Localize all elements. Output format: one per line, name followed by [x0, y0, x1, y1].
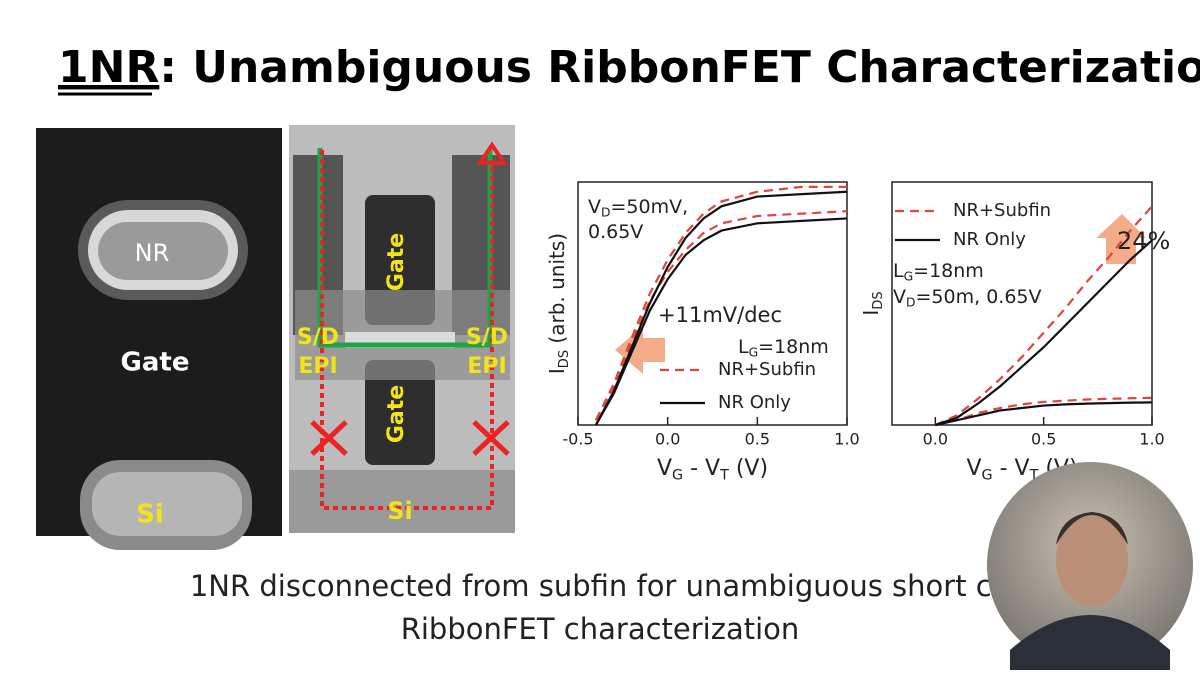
text-part: D: [906, 295, 916, 309]
plot-frame: [577, 181, 848, 426]
text-part: - V: [993, 456, 1030, 481]
image-label: Gate: [384, 385, 409, 443]
charts: -0.5 0.0 0.5 1.0VG - VT (V)IDS (arb. units)…: [545, 181, 1170, 484]
text-part: I: [859, 310, 883, 316]
rich-text: IDS (arb. units): [545, 233, 572, 374]
text-part: T: [719, 468, 729, 484]
text-part: =18nm: [758, 336, 829, 358]
x-tick-label: 0.0: [655, 430, 680, 449]
image-label: S/D: [297, 325, 339, 350]
text-part: I: [545, 368, 569, 374]
text-part: V: [657, 456, 672, 481]
x-tick-label: 1.0: [834, 430, 859, 449]
x-tick-label: 0.5: [745, 430, 770, 449]
text-part: D: [601, 205, 611, 219]
curve: [935, 401, 1153, 427]
text-part: =18nm: [913, 260, 984, 282]
text-part: DS: [871, 291, 886, 309]
rich-text: VD=50m, 0.65V: [893, 286, 1042, 310]
arrow: [615, 326, 665, 374]
image-label: Si: [136, 500, 164, 530]
rich-text: VG - VT (V): [657, 456, 768, 484]
curve: [934, 205, 1153, 427]
image-label: EPI: [298, 354, 337, 379]
rich-text: 0.65V: [588, 221, 643, 243]
image-label: Si: [387, 497, 413, 525]
text-part: (V): [729, 456, 768, 481]
rich-text: LG=18nm: [738, 336, 829, 360]
title: 1NR: Unambiguous RibbonFET Characterizat…: [58, 42, 1200, 93]
text-part: G: [672, 468, 683, 484]
text-part: G: [904, 269, 914, 283]
webcam: [987, 462, 1193, 670]
text-part: V: [588, 196, 601, 218]
text-part: L: [893, 260, 904, 282]
text-part: V: [966, 456, 981, 481]
text-part: V: [893, 286, 906, 308]
text-part: T: [1029, 468, 1039, 484]
text-part: DS: [557, 350, 572, 368]
tem-left: [36, 128, 282, 550]
caption: 1NR disconnected from subfin for unambig…: [190, 569, 1010, 603]
caption: RibbonFET characterization: [401, 612, 800, 646]
image-label: S/D: [466, 325, 508, 350]
text-part: 0.65V: [588, 221, 643, 243]
curve: [594, 190, 848, 426]
legend-label: NR+Subfin: [718, 359, 816, 380]
rich-text: 24%: [1117, 227, 1170, 255]
rich-text: VD=50mV,: [588, 196, 688, 220]
title-rest: : Unambiguous RibbonFET Characterization: [159, 42, 1200, 93]
legend-label: NR Only: [718, 392, 791, 413]
image-label: Gate: [121, 348, 190, 378]
text-part: L: [738, 336, 749, 358]
text-part: G: [982, 468, 993, 484]
x-tick-label: 0.0: [923, 430, 948, 449]
plot-frame: [891, 181, 1153, 426]
curve: [594, 210, 848, 421]
curve: [594, 185, 847, 421]
text-part: =50m, 0.65V: [916, 286, 1042, 308]
image-label: EPI: [467, 354, 506, 379]
curve: [934, 239, 1153, 427]
text-part: - V: [683, 456, 720, 481]
text-part: =50mV,: [611, 196, 689, 218]
text-part: (arb. units): [545, 233, 569, 350]
image-label: Gate: [384, 233, 409, 291]
text-part: +11mV/dec: [658, 303, 782, 327]
tem-middle: [289, 125, 515, 533]
rich-text: LG=18nm: [893, 260, 984, 284]
x-tick-label: 0.5: [1031, 430, 1056, 449]
legend-label: NR+Subfin: [953, 200, 1051, 221]
text-part: 24%: [1117, 227, 1170, 255]
x-tick-label: 1.0: [1139, 430, 1164, 449]
legend-label: NR Only: [953, 229, 1026, 250]
rich-text: +11mV/dec: [658, 303, 782, 327]
curve: [594, 217, 848, 426]
title-underlined: 1NR: [58, 42, 159, 93]
arrow: [1096, 214, 1146, 264]
text-part: G: [749, 345, 759, 359]
curve: [935, 396, 1153, 427]
image-label: NR: [135, 239, 170, 267]
rich-text: IDS: [859, 291, 886, 315]
x-tick-label: -0.5: [562, 430, 593, 449]
